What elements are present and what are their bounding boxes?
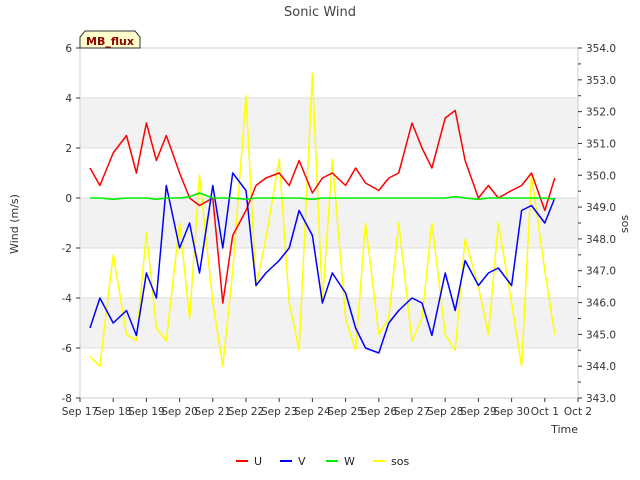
legend-label-w: W [344, 455, 355, 468]
x-tick-label: Sep 25 [327, 406, 364, 418]
y2-tick-label: 344.0 [586, 361, 616, 373]
y-axis-ticks: -8 -6 -4 -2 0 2 4 6 [62, 43, 80, 405]
x-tick-label: Sep 21 [195, 406, 232, 418]
y2-axis-label: sos [618, 215, 631, 233]
plot-band [80, 298, 578, 348]
y-tick-label: 2 [65, 143, 72, 155]
y2-tick-label: 352.0 [586, 107, 616, 119]
y2-axis-ticks: 343.0 344.0 345.0 346.0 347.0 348.0 349.0 350.0… [578, 43, 616, 405]
y-tick-label: -8 [62, 393, 72, 405]
legend-label-sos: sos [391, 455, 409, 468]
badge-label: MB_flux [86, 35, 134, 48]
x-tick-label: Oct 2 [564, 406, 592, 418]
x-tick-label: Sep 24 [294, 406, 331, 418]
series-w-line [90, 192, 555, 201]
x-tick-label: Sep 29 [460, 406, 497, 418]
legend-label-v: V [298, 455, 306, 468]
x-tick-label: Sep 28 [427, 406, 464, 418]
series-layer [89, 72, 556, 367]
x-tick-label: Sep 20 [161, 406, 198, 418]
plot-band [80, 98, 578, 148]
badge-box [79, 30, 141, 49]
y2-tick-label: 346.0 [586, 298, 616, 310]
x-tick-label: Sep 30 [493, 406, 530, 418]
y-tick-label: -6 [62, 343, 73, 355]
y2-tick-label: 350.0 [586, 170, 616, 182]
y2-tick-label: 347.0 [586, 266, 616, 278]
x-tick-label: Sep 23 [261, 406, 298, 418]
plot-bands [80, 48, 578, 398]
x-tick-label: Sep 22 [228, 406, 265, 418]
y-tick-label: -2 [62, 243, 72, 255]
y2-tick-label: 349.0 [586, 202, 616, 214]
series-u-line [89, 109, 556, 304]
plot-band [80, 48, 578, 98]
y2-tick-label: 348.0 [586, 234, 616, 246]
x-tick-label: Sep 19 [128, 406, 165, 418]
x-tick-label: Sep 17 [62, 406, 99, 418]
y-axis-label: Wind (m/s) [8, 194, 21, 254]
chart-title: Sonic Wind [284, 5, 356, 20]
y-tick-label: 0 [65, 193, 72, 205]
x-tick-label: Sep 26 [361, 406, 398, 418]
plot-band [80, 348, 578, 398]
x-tick-label: Sep 27 [394, 406, 431, 418]
y2-tick-label: 353.0 [586, 75, 616, 87]
x-axis-label: Time [550, 423, 578, 436]
station-badge: MB_flux [79, 30, 141, 49]
y-tick-label: -4 [62, 293, 73, 305]
plot-band [80, 148, 578, 198]
x-tick-label: Oct 1 [531, 406, 559, 418]
y2-tick-label: 343.0 [586, 393, 616, 405]
y-tick-label: 6 [65, 43, 72, 55]
legend-label-u: U [254, 455, 262, 468]
x-tick-label: Sep 18 [95, 406, 132, 418]
y2-tick-label: 345.0 [586, 329, 616, 341]
y2-tick-label: 354.0 [586, 43, 616, 55]
y2-tick-label: 351.0 [586, 138, 616, 150]
y-tick-label: 4 [65, 93, 72, 105]
series-v-line [89, 172, 556, 354]
